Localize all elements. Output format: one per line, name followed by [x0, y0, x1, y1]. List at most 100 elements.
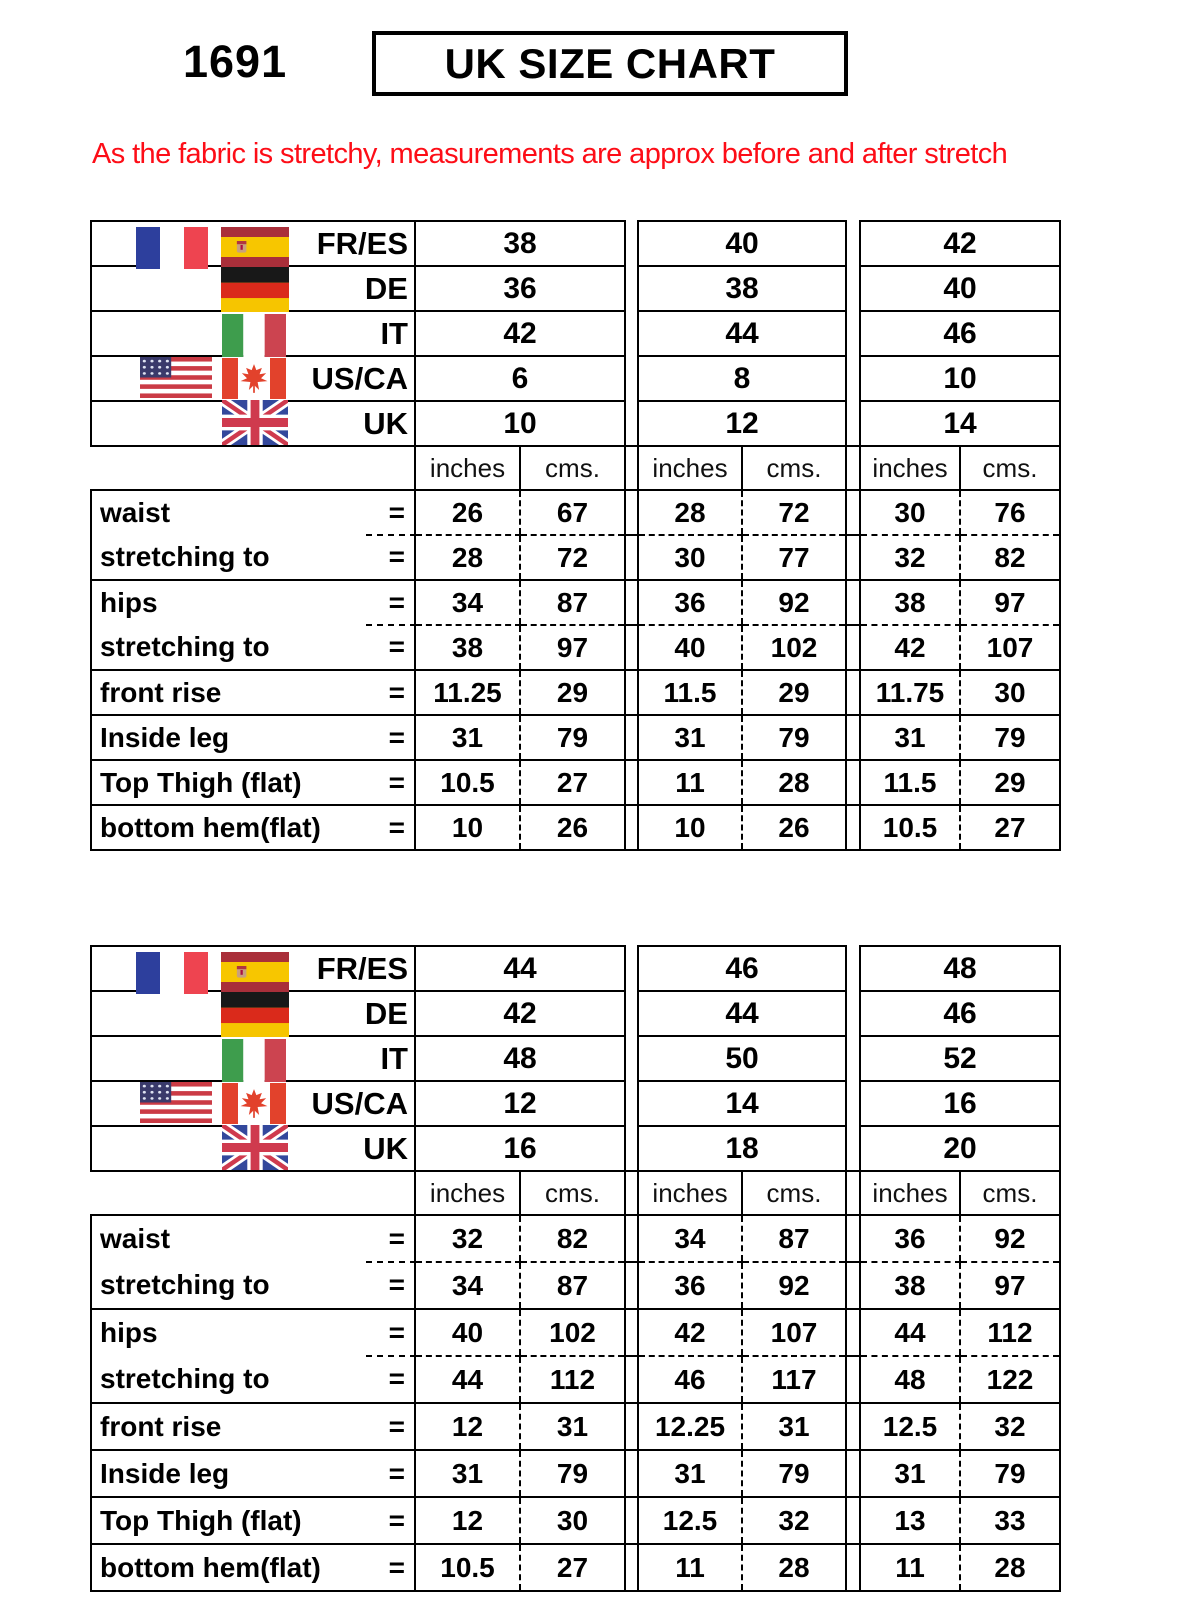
measurement-value-inches: 30 — [859, 489, 960, 536]
measurement-value-inches: 11 — [637, 760, 742, 806]
measurement-value-inches: 28 — [414, 535, 520, 581]
equals-sign: = — [388, 497, 405, 528]
flag-spain-icon — [221, 952, 289, 992]
column-gap — [625, 1262, 638, 1310]
measurement-value-inches: 31 — [414, 1450, 520, 1498]
column-gap — [846, 946, 860, 991]
measurement-label: bottom hem(flat) — [100, 1551, 321, 1583]
units-row: inches cms. inches cms. inches cms. — [91, 1170, 1061, 1216]
unit-header-cms: cms. — [519, 1170, 626, 1216]
measurement-value-inches: 40 — [414, 1309, 520, 1357]
equals-sign: = — [388, 1504, 405, 1536]
measurement-value-inches: 10.5 — [859, 805, 960, 851]
measurement-row: hips = 40 102 42 107 44 112 — [90, 1309, 1061, 1357]
size-value: 42 — [414, 310, 626, 357]
measurement-label-cell: stretching to = — [90, 1262, 416, 1310]
measurement-value-inches: 38 — [859, 580, 960, 626]
measurement-value-inches: 10.5 — [414, 1544, 520, 1592]
size-value: 44 — [414, 945, 626, 992]
column-gap — [846, 1403, 860, 1451]
column-gap — [846, 266, 860, 311]
measurement-value-cms: 87 — [519, 1262, 626, 1310]
size-value: 16 — [859, 1080, 1061, 1127]
size-value: 44 — [637, 990, 847, 1037]
measurement-value-cms: 32 — [959, 1403, 1061, 1451]
column-gap — [625, 1403, 638, 1451]
measurement-value-cms: 112 — [519, 1356, 626, 1404]
measurement-value-inches: 36 — [859, 1214, 960, 1263]
flag-uk-icon — [222, 400, 288, 445]
measurement-value-cms: 79 — [519, 1450, 626, 1498]
measurement-label: Top Thigh (flat) — [100, 1504, 302, 1536]
size-value: 38 — [637, 265, 847, 312]
measurement-value-inches: 11.25 — [414, 670, 520, 716]
measurement-value-cms: 29 — [741, 670, 847, 716]
measurement-value-inches: 31 — [414, 715, 520, 761]
flag-france-icon — [136, 952, 208, 994]
equals-sign: = — [388, 631, 405, 662]
measurement-label-inner: waist = — [92, 1223, 414, 1255]
column-gap — [625, 401, 638, 446]
column-gap — [625, 445, 638, 491]
column-gap — [625, 356, 638, 401]
measurement-row: Top Thigh (flat) = 10.5 27 11 28 11.5 29 — [90, 760, 1061, 806]
measurement-label-cell: Inside leg = — [90, 715, 416, 761]
measurement-value-cms: 107 — [959, 625, 1061, 671]
measurement-label-inner: stretching to = — [92, 1269, 414, 1301]
measurement-value-cms: 82 — [959, 535, 1061, 581]
column-gap — [625, 1309, 638, 1357]
page-title: UK SIZE CHART — [444, 39, 776, 87]
size-chart-table: FR/ES 38 40 42 DE 36 38 40 IT 42 44 46 US/CA 6 8 10 UK 10… — [90, 220, 1061, 851]
flag-canada-icon — [222, 358, 286, 399]
measurement-value-cms: 27 — [519, 760, 626, 806]
column-gap — [625, 221, 638, 266]
size-system-row: UK 10 12 14 — [90, 400, 1061, 447]
equals-sign: = — [388, 1317, 405, 1348]
measurement-label-inner: Inside leg = — [92, 722, 414, 754]
measurement-label-cell: waist = — [90, 1214, 417, 1264]
measurement-value-inches: 38 — [414, 625, 520, 671]
measurement-label-inner: hips = — [92, 1317, 414, 1349]
column-gap — [625, 1497, 638, 1545]
unit-header-inches: inches — [414, 445, 521, 491]
equals-sign: = — [388, 1223, 405, 1254]
measurement-label-cell: bottom hem(flat) = — [90, 805, 416, 851]
column-gap — [625, 760, 638, 806]
measurement-label-inner: bottom hem(flat) = — [92, 1552, 414, 1584]
column-gap — [625, 1215, 638, 1263]
measurement-value-cms: 29 — [959, 760, 1061, 806]
size-value: 16 — [414, 1125, 626, 1172]
column-gap — [846, 1497, 860, 1545]
measurement-value-inches: 32 — [859, 535, 960, 581]
size-value: 10 — [859, 355, 1061, 402]
column-gap — [625, 1036, 638, 1081]
column-gap — [625, 625, 638, 671]
measurement-label: stretching to — [100, 1269, 270, 1300]
measurement-value-cms: 87 — [519, 580, 626, 626]
measurement-label: hips — [100, 587, 158, 618]
measurement-label-cell: stretching to = — [90, 1356, 416, 1404]
column-gap — [625, 670, 638, 716]
size-value: 20 — [859, 1125, 1061, 1172]
equals-sign: = — [388, 676, 405, 708]
measurement-value-inches: 31 — [859, 1450, 960, 1498]
unit-header-inches: inches — [859, 445, 961, 491]
measurement-value-cms: 31 — [519, 1403, 626, 1451]
measurement-label-cell: Inside leg = — [90, 1450, 416, 1498]
measurement-value-cms: 28 — [959, 1544, 1061, 1592]
column-gap — [846, 1356, 860, 1404]
column-gap — [846, 490, 860, 536]
equals-sign: = — [388, 1363, 405, 1394]
measurement-value-inches: 11.5 — [637, 670, 742, 716]
measurement-row: stretching to = 44 112 46 117 48 122 — [90, 1356, 1061, 1404]
measurement-value-cms: 79 — [741, 1450, 847, 1498]
flag-usa-icon — [140, 357, 212, 398]
measurement-label-inner: Top Thigh (flat) = — [92, 1505, 414, 1537]
unit-header-cms: cms. — [959, 445, 1061, 491]
measurement-value-cms: 67 — [519, 489, 626, 536]
column-gap — [846, 1450, 860, 1498]
measurement-value-inches: 11 — [859, 1544, 960, 1592]
measurement-value-cms: 72 — [519, 535, 626, 581]
measurement-value-inches: 10.5 — [414, 760, 520, 806]
unit-header-cms: cms. — [741, 445, 847, 491]
